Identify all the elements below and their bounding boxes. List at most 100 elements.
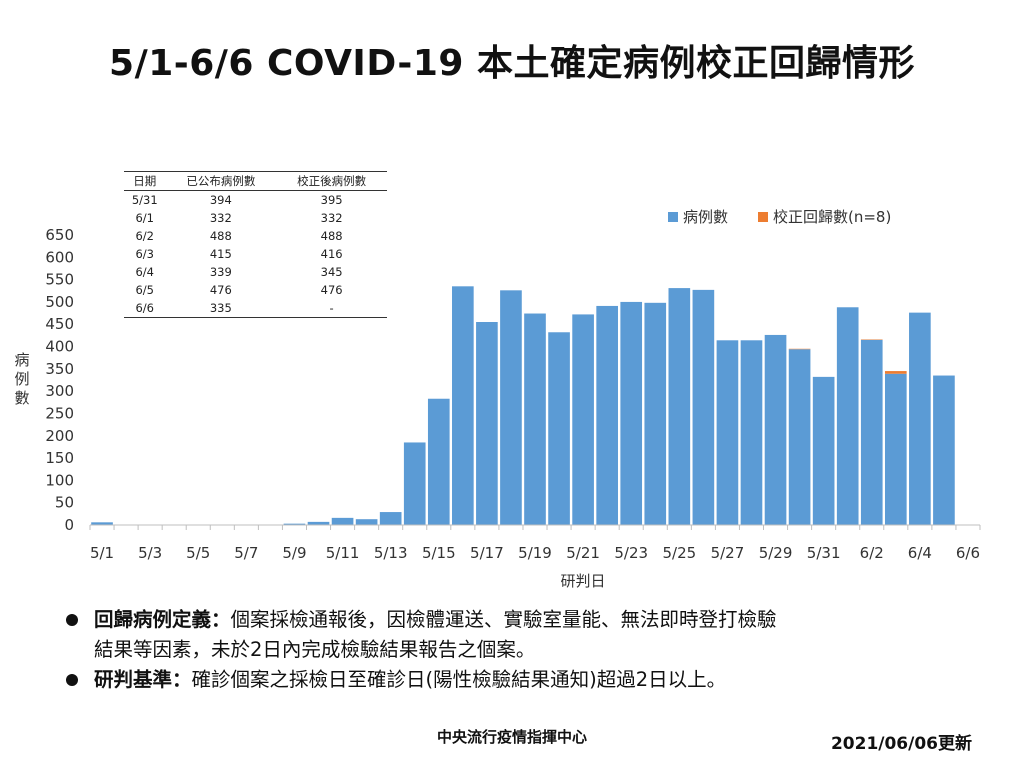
case-bar: [476, 322, 498, 525]
case-bar: [452, 286, 474, 525]
table-cell: 488: [209, 229, 232, 243]
table-cell: 476: [320, 283, 343, 297]
x-tick-label: 6/4: [908, 544, 932, 562]
table-cell: 339: [209, 265, 232, 279]
y-axis-title: 病例數: [14, 351, 29, 407]
case-bar: [644, 302, 667, 525]
table-cell: 6/4: [135, 265, 154, 279]
page-title: 5/1-6/6 COVID-19 本土確定病例校正回歸情形: [109, 43, 915, 84]
table-cell: 6/1: [135, 211, 154, 225]
case-bar: [379, 512, 402, 525]
legend: 病例數 校正回歸數(n=8): [668, 208, 891, 226]
case-bar: [427, 398, 450, 525]
table-cell: 6/2: [135, 229, 154, 243]
x-tick-label: 5/7: [234, 544, 258, 562]
x-tick-label: 5/19: [518, 544, 552, 562]
bar-series: [91, 286, 955, 525]
table-cell: 395: [320, 193, 343, 207]
correction-bar: [884, 371, 907, 374]
table-cell: 476: [209, 283, 232, 297]
y-tick-label: 500: [45, 293, 74, 311]
case-bar: [620, 301, 643, 525]
table-cell: 345: [320, 265, 343, 279]
criteria-note: 研判基準：確診個案之採檢日至確診日(陽性檢驗結果通知)超過2日以上。: [64, 665, 964, 695]
x-tick-label: 5/17: [470, 544, 504, 562]
axis-titles: 研判日 病例數: [14, 351, 605, 590]
x-tick-label: 5/15: [422, 544, 456, 562]
x-tick-label: 5/3: [138, 544, 162, 562]
legend-swatch-corrections: [758, 212, 768, 222]
case-bar: [692, 289, 715, 525]
y-tick-label: 150: [45, 449, 74, 467]
case-bar: [788, 349, 811, 525]
x-tick-label: 5/11: [326, 544, 360, 562]
case-bar: [596, 305, 618, 525]
case-bar: [307, 521, 330, 525]
definition-label: 回歸病例定義：: [94, 608, 231, 631]
table-cell: 6/6: [135, 301, 154, 315]
x-tick-label: 5/29: [759, 544, 793, 562]
y-tick-label: 100: [45, 471, 74, 489]
table-header-cell: 已公布病例數: [186, 174, 256, 188]
case-bar: [933, 375, 955, 525]
table-header-cell: 日期: [133, 174, 157, 188]
footer-update-date: 2021/06/06更新: [830, 734, 972, 754]
case-bar: [524, 313, 546, 525]
y-tick-label: 300: [45, 382, 74, 400]
table-cell: 415: [209, 247, 232, 261]
case-bar: [548, 332, 570, 525]
case-bar: [909, 312, 931, 525]
x-tick-label: 5/25: [662, 544, 696, 562]
x-tick-label: 5/31: [807, 544, 841, 562]
table-cell: 332: [320, 211, 343, 225]
case-bar: [355, 519, 378, 525]
y-tick-label: 650: [45, 226, 74, 244]
x-tick-label: 5/5: [186, 544, 210, 562]
table-cell: -: [329, 301, 334, 315]
definition-text: 個案採檢通報後，因檢體運送、實驗室量能、無法即時登打檢驗: [230, 608, 777, 631]
y-tick-label: 50: [55, 494, 74, 512]
y-axis: 0 50 100 150 200 250 300 350 400 450 500 550 600 650: [45, 226, 74, 534]
criteria-label: 研判基準：: [94, 668, 192, 691]
table-cell: 6/3: [135, 247, 154, 261]
table-row: 6/1 332 332: [124, 209, 387, 227]
y-tick-label: 0: [64, 516, 74, 534]
case-bar: [331, 517, 354, 525]
table-cell: 394: [209, 193, 232, 207]
legend-label-cases: 病例數: [683, 208, 728, 226]
y-tick-label: 600: [45, 248, 74, 266]
y-tick-label: 350: [45, 360, 74, 378]
y-tick-label: 450: [45, 315, 74, 333]
table-row: 5/31 394 395: [124, 191, 387, 210]
x-axis: 5/1 5/3 5/5 5/7 5/9 5/11 5/13 5/15 5/17 5/19 5/21 5…: [89, 524, 981, 562]
y-tick-label: 250: [45, 404, 74, 422]
table-cell: 416: [320, 247, 343, 261]
case-bar: [572, 314, 594, 525]
y-tick-label: 400: [45, 338, 74, 356]
case-bar: [884, 373, 907, 525]
y-tick-label: 550: [45, 271, 74, 289]
x-tick-label: 5/9: [282, 544, 306, 562]
case-bar: [668, 288, 691, 525]
bullet-dot-icon: [66, 614, 78, 626]
definition-text-continued: 結果等因素，未於2日內完成檢驗結果報告之個案。: [94, 638, 536, 661]
legend-label-corrections: 校正回歸數(n=8): [773, 208, 891, 226]
table-row: 6/6 335 -: [124, 299, 387, 318]
table-row: 6/3 415 416: [124, 245, 387, 263]
x-tick-label: 6/2: [860, 544, 884, 562]
case-bar: [860, 339, 883, 525]
definition-note: 回歸病例定義：個案採檢通報後，因檢體運送、實驗室量能、無法即時登打檢驗 結果等因…: [64, 605, 964, 665]
table-cell: 488: [320, 229, 343, 243]
table-row: 6/5 476 476: [124, 281, 387, 299]
x-tick-label: 5/23: [614, 544, 648, 562]
case-bar: [812, 376, 835, 525]
criteria-text: 確診個案之採檢日至確診日(陽性檢驗結果通知)超過2日以上。: [191, 668, 727, 691]
case-bar: [716, 340, 739, 525]
bullet-dot-icon: [66, 674, 78, 686]
footer-organization: 中央流行疫情指揮中心: [436, 728, 587, 746]
case-bar: [740, 340, 763, 525]
case-bar: [403, 442, 426, 525]
table-cell: 6/5: [135, 283, 154, 297]
case-bar: [91, 522, 113, 525]
x-tick-label: 5/27: [711, 544, 745, 562]
